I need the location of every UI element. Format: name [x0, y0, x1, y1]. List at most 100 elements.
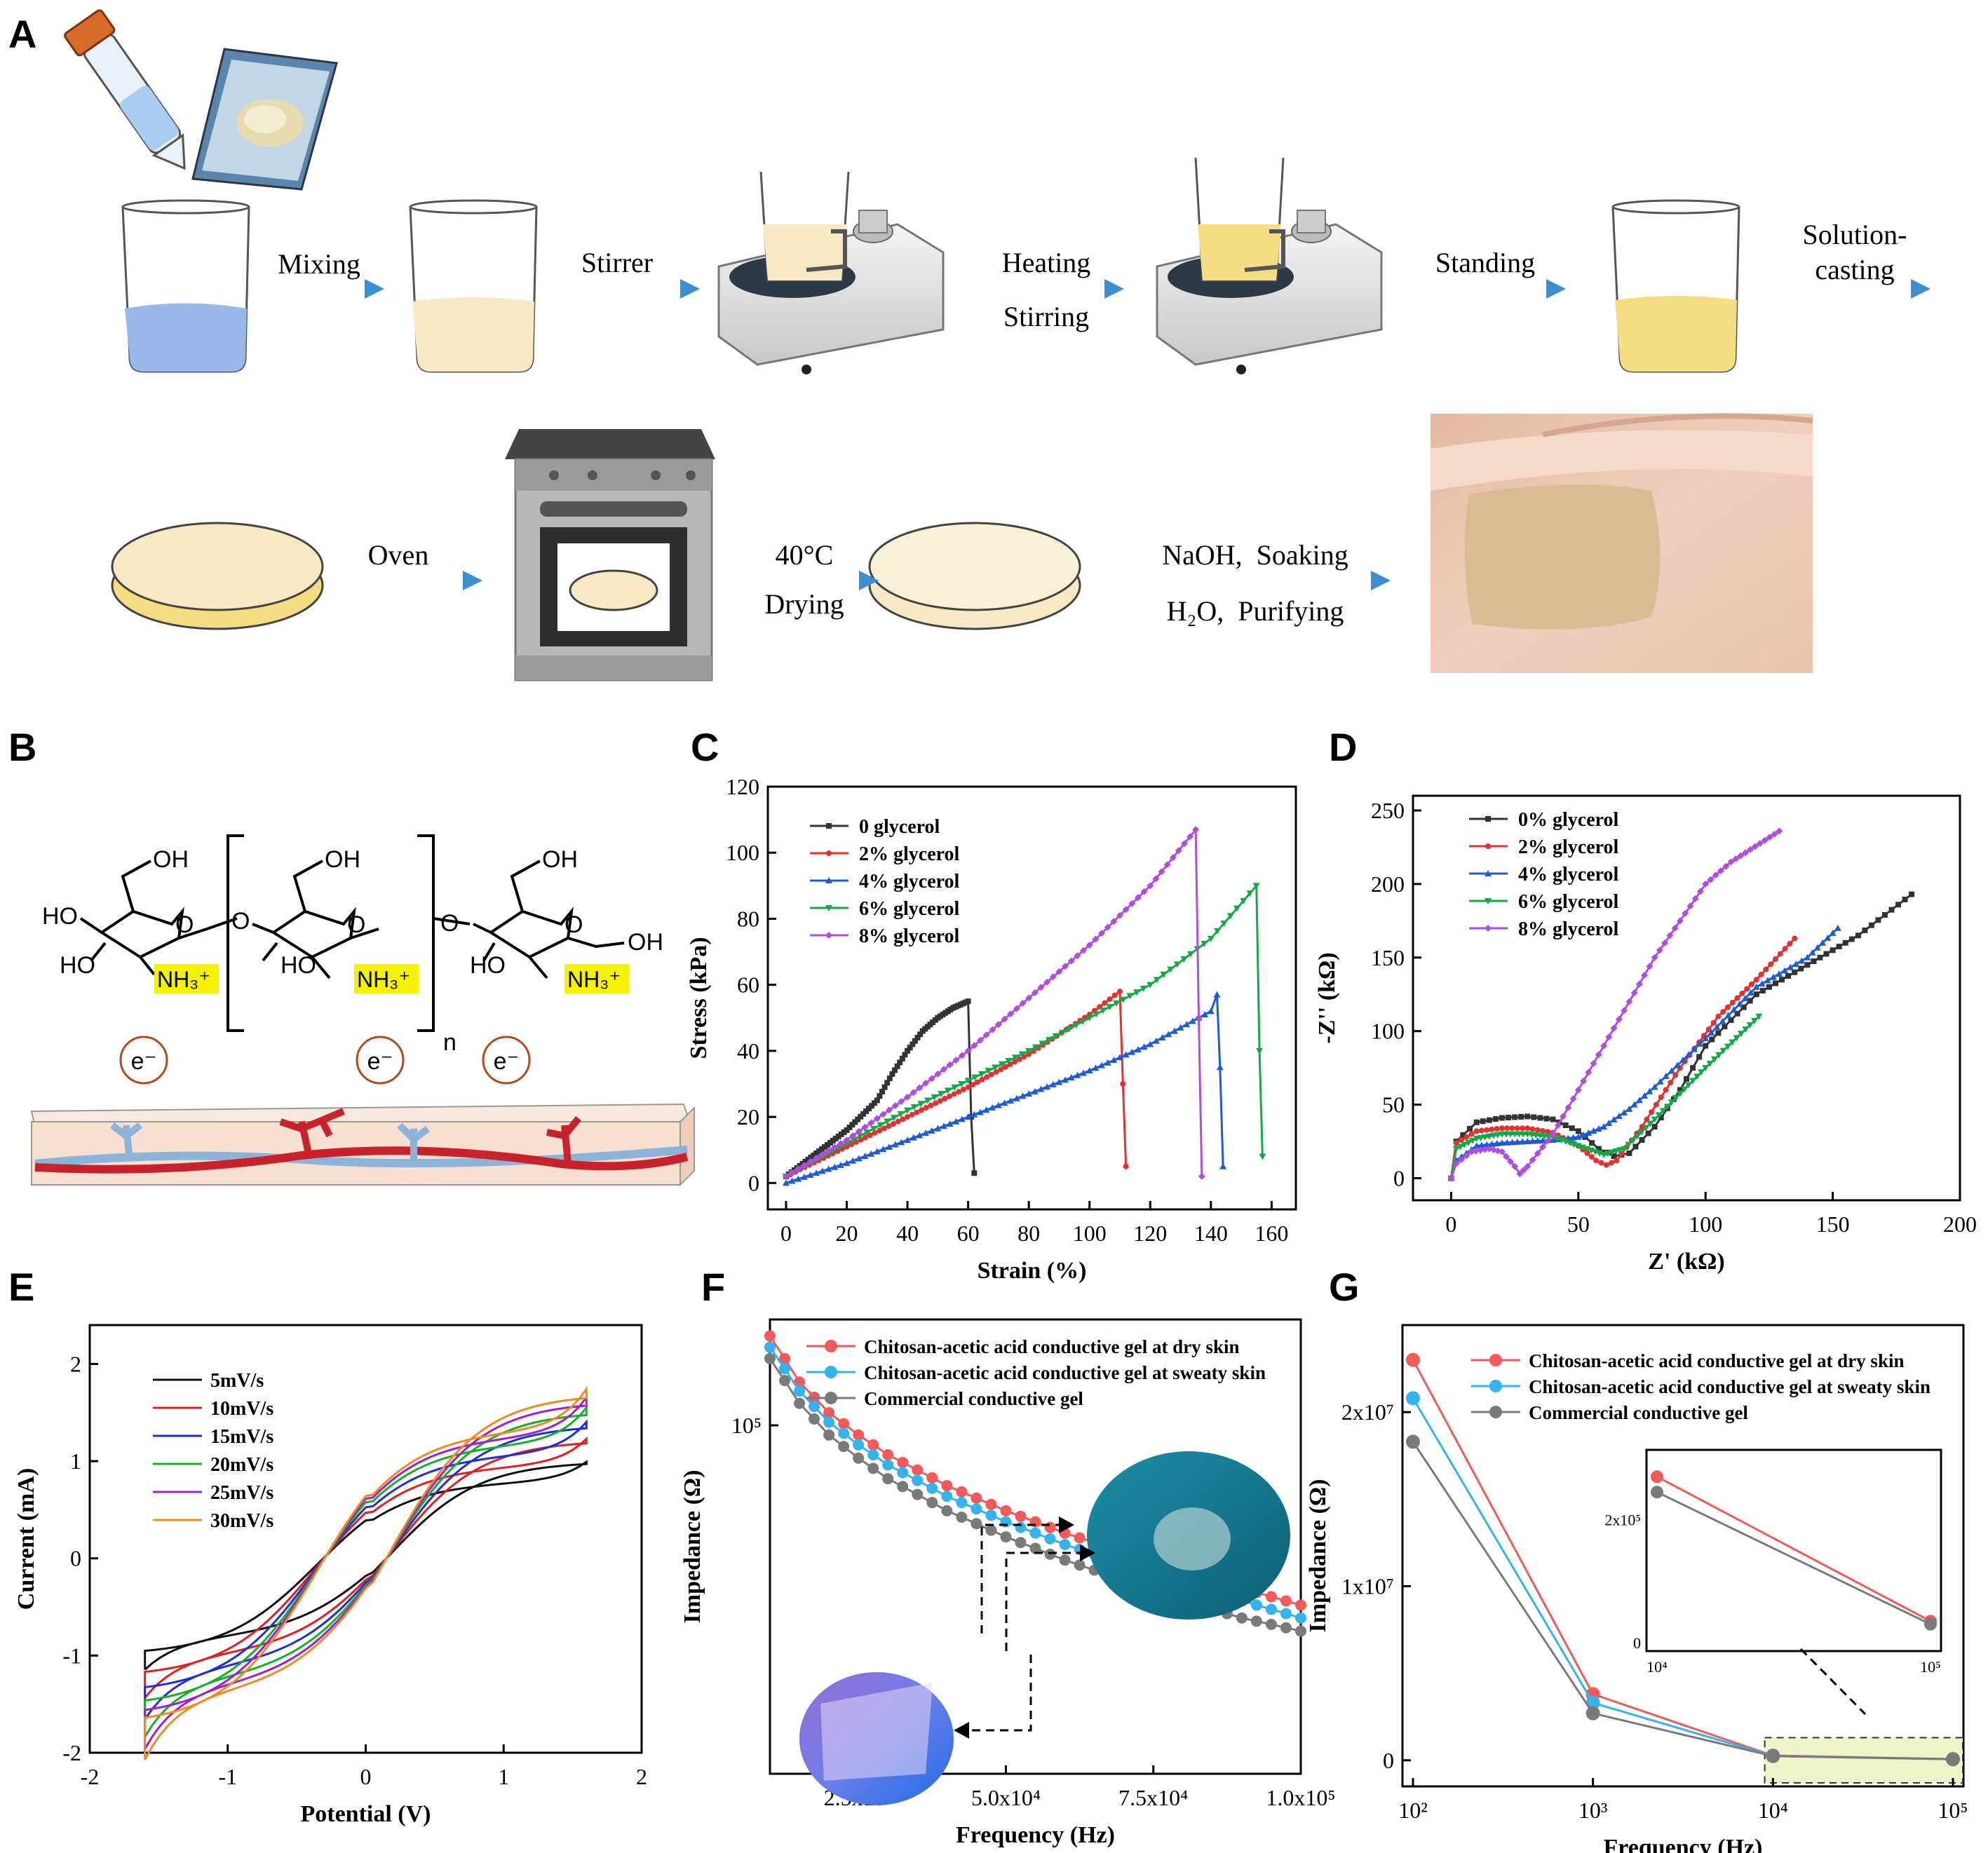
data-point: [1201, 941, 1208, 948]
data-point: [1747, 998, 1753, 1004]
data-point: [1804, 953, 1811, 961]
data-point: [1049, 1080, 1057, 1087]
data-point: [1477, 1134, 1485, 1141]
skin-tissue-illustration: [30, 1103, 696, 1187]
data-point: [965, 998, 971, 1005]
data-point: [1658, 1114, 1664, 1120]
data-point: [898, 1139, 905, 1146]
data-point: [1000, 1505, 1012, 1516]
data-point: [1842, 939, 1848, 946]
data-point: [964, 1113, 972, 1120]
data-point: [1509, 1125, 1515, 1132]
data-point: [1477, 1146, 1485, 1154]
data-point: [1710, 1056, 1718, 1063]
data-point: [1642, 1125, 1650, 1132]
panel-label-e: E: [8, 1265, 34, 1309]
x-tick-label: 60: [957, 1221, 980, 1246]
data-point: [1734, 1010, 1740, 1017]
data-point: [1011, 1054, 1019, 1061]
data-point: [1534, 1127, 1541, 1133]
data-point: [1651, 1124, 1658, 1130]
data-point: [1569, 1095, 1577, 1103]
data-point: [1585, 1706, 1600, 1720]
data-point: [1147, 1040, 1154, 1047]
data-point: [1468, 1137, 1476, 1144]
panel-label-c: C: [691, 725, 719, 769]
data-point: [1265, 1619, 1277, 1631]
data-point: [1813, 944, 1821, 951]
cv-loop: [144, 1419, 588, 1720]
data-point: [1676, 917, 1684, 925]
data-point: [1580, 1078, 1588, 1085]
data-point: [1044, 1521, 1056, 1533]
data-point: [1074, 1532, 1086, 1544]
data-point: [1682, 909, 1689, 917]
data-point: [944, 1087, 952, 1094]
inset-frame: [1645, 1448, 1942, 1652]
data-point: [1808, 949, 1816, 956]
data-point: [1708, 1029, 1715, 1036]
data-point: [1585, 1129, 1593, 1136]
x-tick-label: 1: [498, 1764, 509, 1789]
data-point: [1086, 942, 1093, 949]
data-point: [1086, 1067, 1093, 1074]
legend-label: 2% glycerol: [1518, 836, 1619, 858]
legend-label: 5mV/s: [210, 1370, 264, 1392]
data-point: [958, 1052, 966, 1059]
data-point: [1059, 1029, 1067, 1036]
data-point: [1705, 1026, 1712, 1033]
data-point: [1520, 1125, 1525, 1132]
legend-marker: [826, 823, 832, 829]
data-point: [1595, 1146, 1602, 1152]
x-tick-label: 20: [836, 1221, 858, 1246]
data-point: [956, 1089, 962, 1095]
data-point: [1646, 963, 1654, 970]
data-point: [1715, 1052, 1723, 1059]
data-point: [788, 1169, 796, 1176]
legend-label: 30mV/s: [210, 1510, 273, 1532]
data-point: [1116, 911, 1123, 919]
data-point: [1772, 956, 1778, 962]
data-point: [882, 1459, 894, 1471]
data-point: [1772, 980, 1778, 986]
data-point: [1862, 927, 1868, 933]
data-point: [1676, 1090, 1684, 1097]
data-point: [933, 1100, 939, 1106]
data-point: [1691, 895, 1699, 902]
data-point: [1625, 1105, 1633, 1112]
data-point: [898, 1097, 905, 1105]
data-point: [818, 1151, 826, 1158]
cv-loop: [144, 1404, 588, 1737]
legend-label: 20mV/s: [210, 1454, 273, 1476]
data-point: [917, 1101, 925, 1108]
data-point: [1044, 1533, 1056, 1545]
step-standing: Standing: [1435, 247, 1535, 278]
y-axis-label: Current (mA): [13, 1468, 39, 1610]
data-point: [1580, 1131, 1588, 1138]
data-point: [1037, 1085, 1045, 1092]
data-point: [971, 1074, 979, 1081]
data-point: [1468, 1148, 1475, 1155]
legend-label: 4% glycerol: [1518, 864, 1619, 885]
data-point: [825, 1165, 832, 1172]
chem-oh-1: OH: [153, 846, 189, 873]
data-point: [1615, 1112, 1623, 1119]
inset-data-point: [1924, 1617, 1937, 1631]
data-point: [1621, 1108, 1628, 1115]
data-point: [1494, 1126, 1500, 1132]
data-point: [1610, 1116, 1618, 1123]
data-point: [1015, 1510, 1027, 1522]
data-point: [1600, 1123, 1608, 1130]
data-point: [1702, 880, 1710, 888]
data-point: [928, 1102, 934, 1108]
data-point: [1740, 1004, 1747, 1010]
data-point: [1483, 1141, 1491, 1148]
x-tick-label: 100: [1689, 1211, 1722, 1237]
data-point: [1107, 996, 1113, 1003]
data-point: [823, 1416, 835, 1428]
data-point: [843, 1160, 851, 1167]
data-point: [1503, 1139, 1511, 1146]
data-point: [928, 1075, 935, 1082]
data-point: [1834, 924, 1841, 931]
data-point: [971, 1111, 978, 1118]
